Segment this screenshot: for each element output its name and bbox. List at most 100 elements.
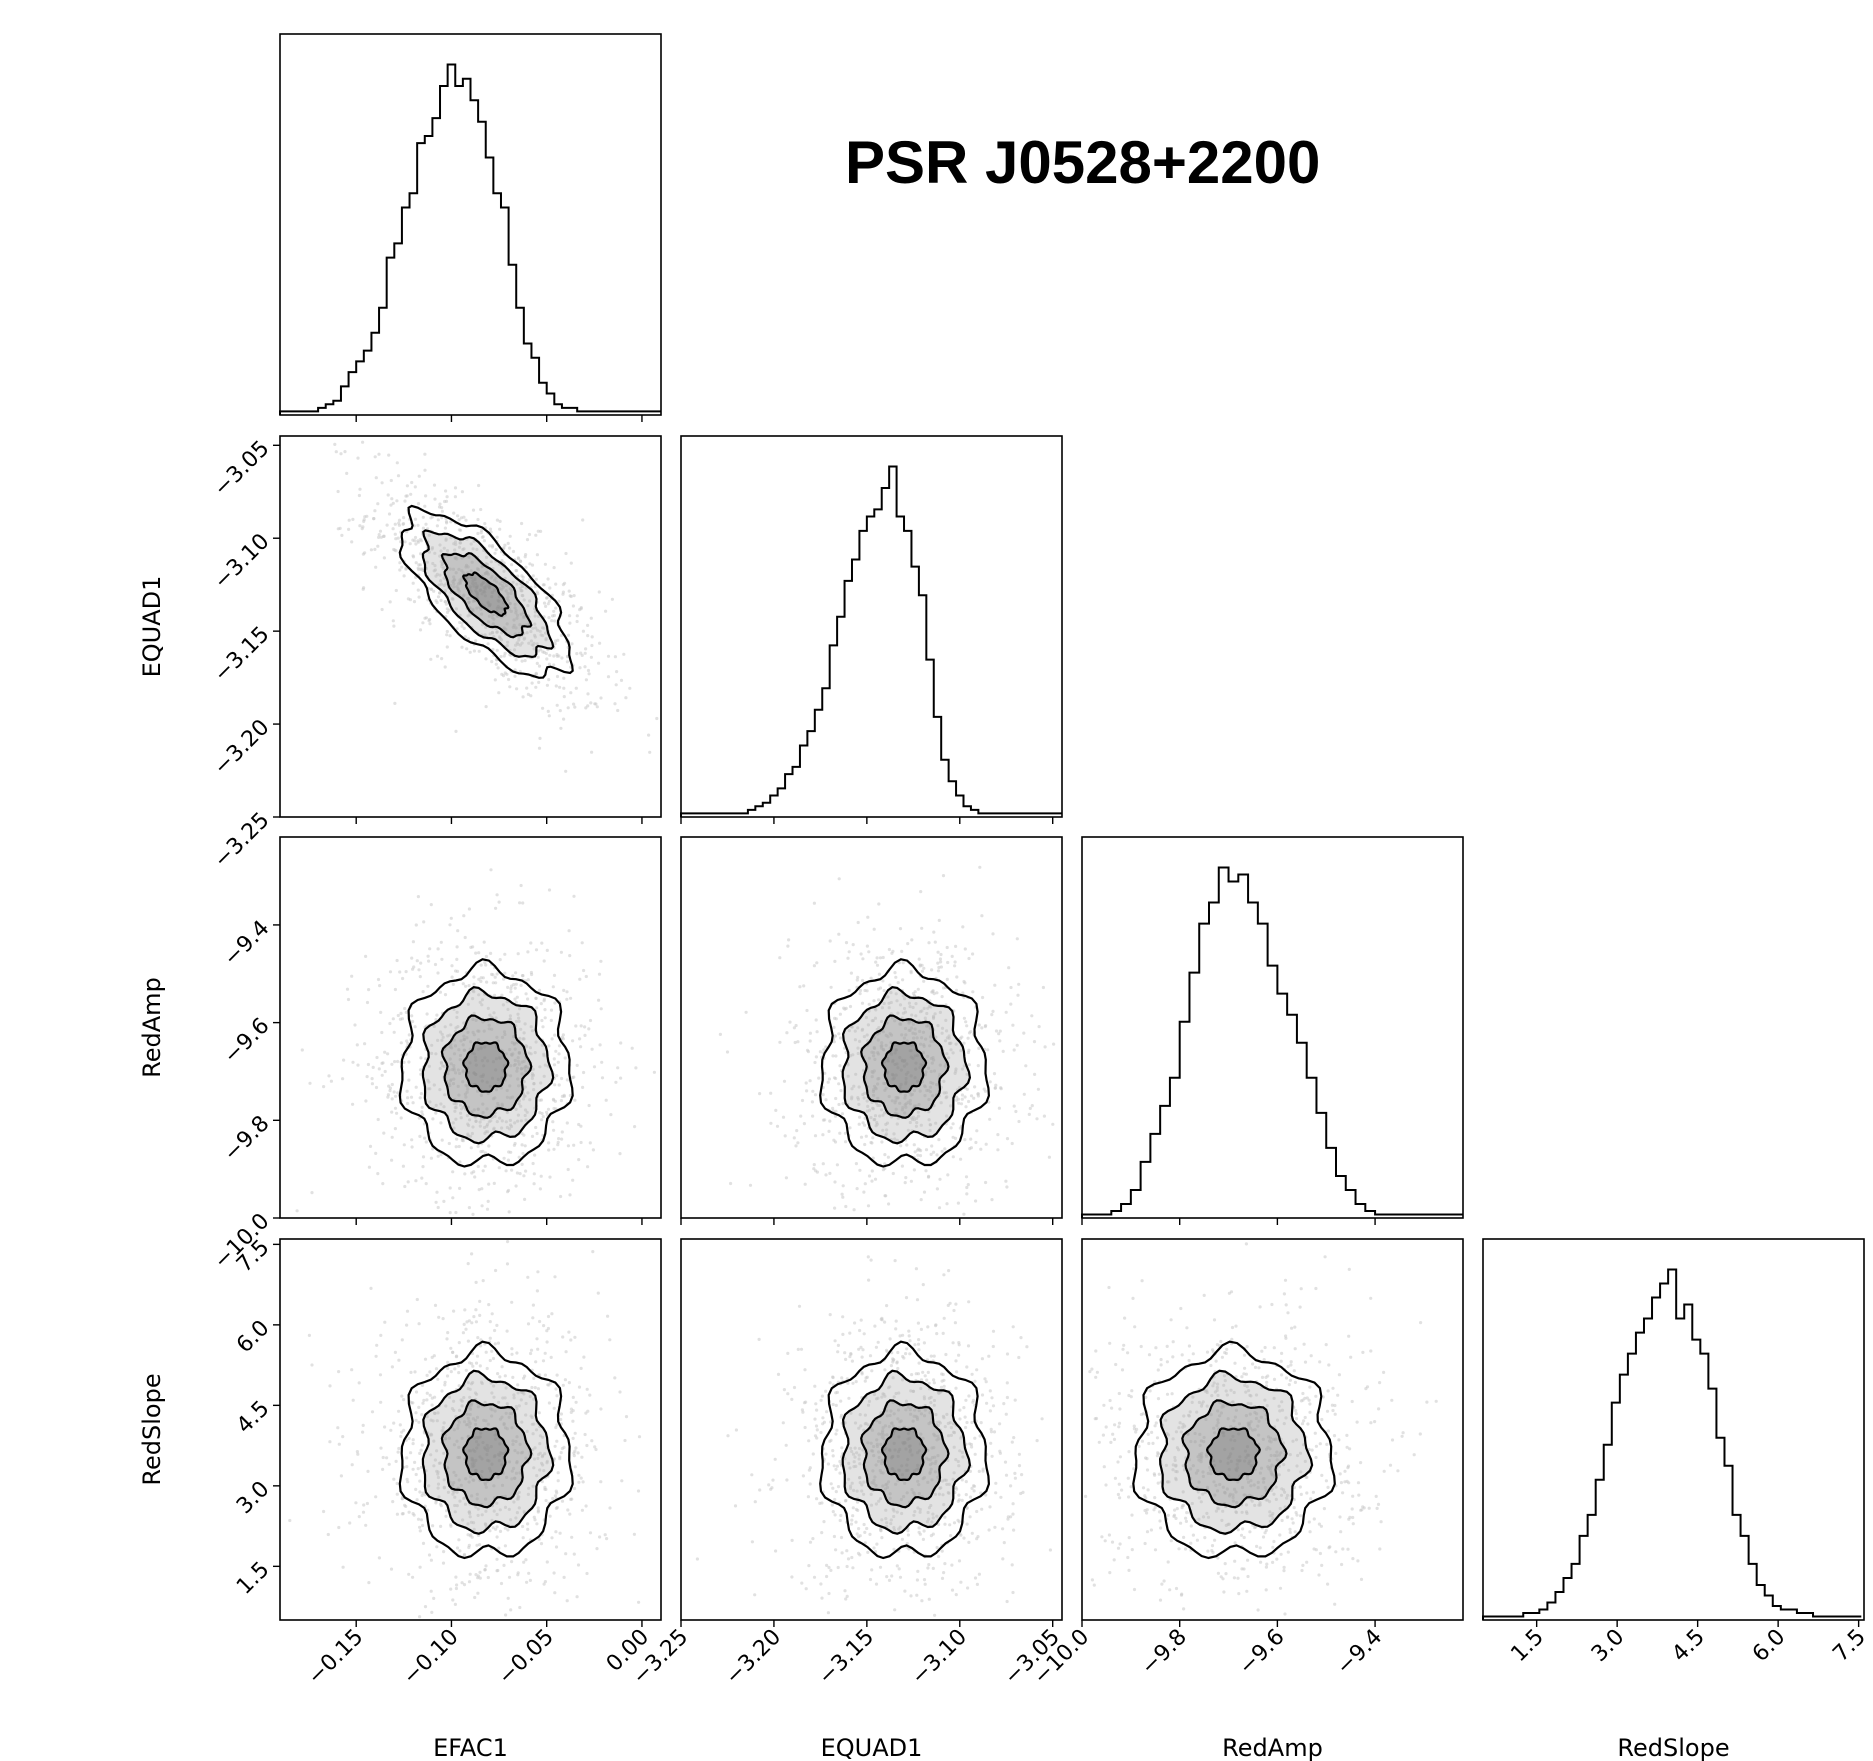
scatter-point: [1357, 1493, 1361, 1497]
scatter-point: [562, 676, 566, 680]
scatter-point: [784, 1176, 789, 1180]
scatter-point: [893, 1051, 897, 1055]
scatter-point: [438, 1030, 443, 1034]
scatter-point: [837, 932, 841, 936]
scatter-point: [494, 906, 498, 910]
scatter-point: [464, 984, 468, 988]
scatter-point: [524, 992, 528, 996]
scatter-point: [1021, 1490, 1025, 1494]
scatter-point: [438, 990, 442, 994]
scatter-point: [498, 527, 502, 531]
scatter-point: [412, 965, 416, 969]
scatter-point: [943, 1515, 947, 1519]
scatter-point: [517, 1062, 521, 1066]
scatter-point: [466, 1122, 470, 1126]
scatter-point: [442, 1550, 446, 1554]
scatter-point: [870, 1075, 874, 1079]
scatter-point: [855, 978, 859, 982]
scatter-point: [833, 1034, 838, 1038]
scatter-point: [916, 1110, 920, 1114]
scatter-point: [440, 506, 444, 510]
scatter-point: [906, 1533, 911, 1537]
scatter-point: [488, 1336, 492, 1340]
scatter-point: [788, 1020, 792, 1024]
scatter-point: [585, 1571, 589, 1576]
scatter-point: [539, 1542, 544, 1546]
scatter-point: [1004, 1473, 1009, 1477]
scatter-point: [421, 1401, 425, 1405]
contour-level: [860, 1014, 950, 1119]
scatter-point: [483, 633, 487, 637]
scatter-point: [542, 959, 546, 963]
scatter-point: [996, 1133, 1000, 1137]
scatter-point: [536, 655, 540, 659]
scatter-point: [610, 597, 615, 601]
scatter-point: [757, 1337, 761, 1341]
scatter-point: [550, 1312, 554, 1316]
scatter-point: [962, 1016, 967, 1020]
scatter-point: [450, 1046, 454, 1050]
scatter-point: [926, 1175, 931, 1179]
scatter-point: [1327, 1546, 1331, 1550]
scatter-point: [940, 1149, 944, 1153]
scatter-point: [604, 609, 608, 613]
scatter-point: [418, 1134, 422, 1138]
scatter-point: [414, 561, 418, 565]
scatter-point: [1220, 1355, 1224, 1359]
scatter-point: [488, 1320, 492, 1324]
scatter-point: [577, 1480, 581, 1484]
scatter-point: [1303, 1360, 1308, 1364]
scatter-point: [850, 1518, 854, 1522]
scatter-point: [848, 1004, 853, 1009]
scatter-point: [853, 1029, 857, 1033]
scatter-point: [543, 1373, 548, 1377]
scatter-point: [600, 1076, 605, 1080]
scatter-point: [835, 1163, 840, 1167]
scatter-point: [552, 973, 557, 978]
scatter-point: [467, 1543, 471, 1547]
scatter-point: [472, 1315, 476, 1319]
scatter-point: [454, 1586, 458, 1591]
scatter-point: [1002, 1402, 1006, 1406]
scatter-point: [913, 1343, 917, 1347]
scatter-point: [513, 1058, 517, 1062]
scatter-point: [636, 1489, 641, 1493]
scatter-point: [550, 1037, 554, 1041]
scatter-point: [328, 1440, 332, 1444]
scatter-point: [856, 1051, 860, 1056]
scatter-point: [946, 1303, 950, 1307]
scatter-point: [597, 590, 601, 594]
scatter-point: [926, 1066, 931, 1070]
scatter-point: [943, 1562, 947, 1566]
scatter-point: [453, 1109, 457, 1113]
scatter-point: [443, 1093, 447, 1097]
scatter-point: [402, 1398, 406, 1402]
scatter-point: [927, 941, 931, 945]
scatter-point: [423, 616, 427, 620]
scatter-point: [797, 1304, 802, 1308]
scatter-point: [878, 1114, 882, 1118]
scatter-point: [554, 606, 558, 610]
scatter-point: [861, 1121, 865, 1125]
scatter-point: [608, 1506, 612, 1510]
scatter-point: [856, 1026, 860, 1030]
scatter-point: [932, 1354, 936, 1358]
scatter-point: [551, 985, 555, 989]
scatter-point: [449, 1062, 453, 1066]
scatter-point: [328, 1384, 332, 1388]
scatter-point: [1242, 1353, 1247, 1357]
scatter-point: [1011, 1512, 1015, 1516]
scatter-point: [508, 1047, 512, 1052]
scatter-point: [511, 1052, 515, 1056]
scatter-point: [834, 1490, 838, 1494]
scatter-point: [515, 1435, 519, 1439]
scatter-point: [489, 951, 493, 956]
scatter-point: [517, 1051, 522, 1055]
scatter-point: [878, 1565, 883, 1569]
scatter-point: [960, 1035, 964, 1039]
scatter-point: [863, 1530, 867, 1534]
scatter-point: [404, 970, 408, 974]
scatter-point: [433, 551, 437, 555]
scatter-point: [914, 1067, 918, 1071]
scatter-point: [457, 1048, 461, 1052]
